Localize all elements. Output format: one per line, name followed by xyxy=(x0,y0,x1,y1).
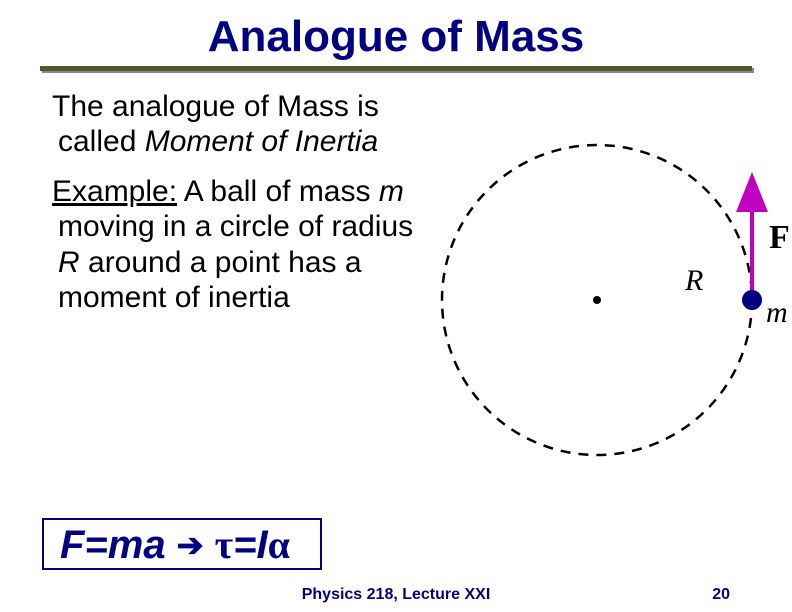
formula-alpha: α xyxy=(268,522,290,567)
definition-term: Moment of Inertia xyxy=(145,125,378,158)
example-var-m: m xyxy=(379,175,404,208)
example-text-3: around a point has a moment of inertia xyxy=(58,246,362,314)
example-text-1: A ball of mass xyxy=(177,175,379,208)
example-label: Example: xyxy=(52,175,177,208)
title-rule xyxy=(40,66,752,71)
slide: Analogue of Mass The analogue of Mass is… xyxy=(0,0,792,612)
formula-space xyxy=(204,523,215,567)
formula-box: F=ma ➔ τ=Iα xyxy=(42,518,322,570)
arrow-icon: ➔ xyxy=(177,527,204,563)
footer-text: Physics 218, Lecture XXI xyxy=(0,586,792,604)
slide-title: Analogue of Mass xyxy=(30,12,762,62)
label-m: m xyxy=(766,296,788,329)
definition-paragraph: The analogue of Mass is called Moment of… xyxy=(36,89,440,160)
example-text-2: moving in a circle of radius xyxy=(58,210,413,243)
text-column: The analogue of Mass is called Moment of… xyxy=(30,89,440,315)
formula-lhs: F=ma xyxy=(60,523,177,567)
mass-dot xyxy=(742,290,762,310)
label-r: R xyxy=(684,264,703,297)
example-var-r: R xyxy=(58,246,80,279)
page-number: 20 xyxy=(712,586,730,604)
label-f: F xyxy=(769,219,790,256)
example-paragraph: Example: A ball of mass m moving in a ci… xyxy=(36,174,440,316)
circle-diagram: R F m xyxy=(422,110,792,480)
center-dot xyxy=(593,296,601,304)
formula-tau: τ xyxy=(215,522,233,567)
formula-eq: =I xyxy=(233,523,267,567)
